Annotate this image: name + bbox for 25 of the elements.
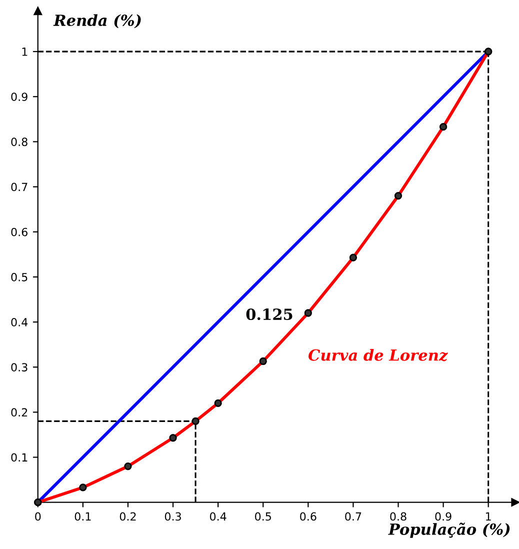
x-tick-label: 0.1 [74, 512, 91, 521]
x-tick-label: 0.4 [210, 512, 226, 521]
y-tick-label: 0.9 [11, 92, 28, 102]
annotation: Curva de Lorenz [308, 349, 448, 362]
x-tick-label: 0 [35, 512, 41, 521]
y-axis-title: Renda (%) [53, 14, 141, 28]
x-tick-label: 0.5 [255, 512, 271, 521]
x-tick-label: 0.3 [164, 512, 181, 521]
x-tick-label: 0.8 [390, 512, 406, 521]
x-axis-title: População (%) [388, 522, 510, 538]
y-tick-label: 0.1 [11, 453, 28, 462]
y-tick-label: 0.2 [11, 408, 28, 417]
y-tick-label: 1 [22, 48, 28, 56]
x-tick-label: 0.6 [300, 512, 316, 521]
x-tick-label: 0.7 [345, 512, 362, 521]
x-tick-label: 0.9 [435, 512, 452, 521]
annotation: 0.125 [246, 308, 292, 320]
y-tick-label: 0.3 [11, 363, 28, 372]
y-tick-label: 0.6 [11, 228, 28, 236]
y-tick-label: 0.4 [11, 318, 28, 326]
y-tick-label: 0.7 [11, 182, 28, 192]
y-tick-label: 0.5 [11, 272, 28, 282]
y-tick-label: 0.8 [11, 138, 28, 146]
x-tick-label: 1 [486, 512, 491, 520]
x-tick-label: 0.2 [120, 512, 136, 521]
